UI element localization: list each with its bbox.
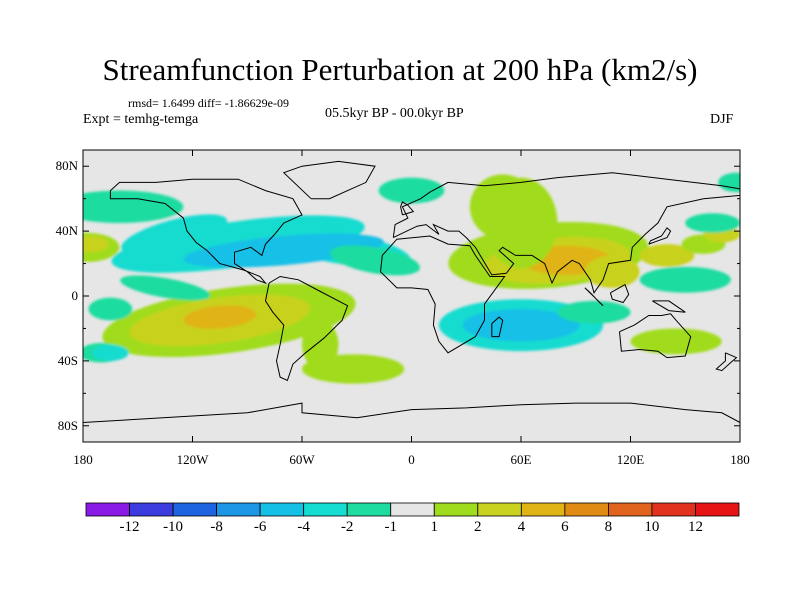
colorbar-label: -6 <box>253 519 267 535</box>
colorbar-swatch <box>695 502 740 517</box>
contour-region <box>92 344 129 361</box>
coastline <box>584 287 604 307</box>
contour-region <box>469 174 536 240</box>
contour-region <box>718 172 740 193</box>
colorbar-swatch <box>259 502 305 517</box>
contour-region <box>557 300 631 324</box>
colorbar-label: -10 <box>163 519 184 535</box>
colorbar-label: 8 <box>604 519 613 535</box>
coastline <box>392 172 740 294</box>
lat-label: 40N <box>55 223 78 239</box>
season-label: DJF <box>710 112 734 127</box>
contour-region <box>639 244 695 267</box>
colorbar-label: -4 <box>297 519 310 535</box>
colorbar-label: 2 <box>474 519 482 535</box>
colorbar-swatch <box>477 502 522 517</box>
colorbar-swatch <box>346 502 392 517</box>
lat-label: 40S <box>57 352 78 368</box>
colorbar-label: 6 <box>561 519 569 535</box>
contour-region <box>83 235 109 253</box>
lon-label: 120E <box>616 452 645 467</box>
contour-region <box>630 328 722 355</box>
rmsd-text: rmsd= 1.6499 diff= -1.86629e-09 <box>128 96 289 110</box>
coastline <box>400 201 415 216</box>
lon-label: 0 <box>408 452 415 467</box>
contour-region <box>183 233 384 268</box>
coastline <box>648 227 672 245</box>
colorbar-swatch <box>608 502 653 517</box>
lon-label: 180 <box>73 452 93 467</box>
contour-region <box>378 177 445 204</box>
coastline <box>109 178 303 285</box>
period-subtitle: 05.5kyr BP - 00.0kyr BP <box>325 106 464 121</box>
contour-region <box>121 214 228 255</box>
contour-region <box>639 266 731 293</box>
contour-region <box>83 190 184 223</box>
colorbar-label: 10 <box>644 519 660 535</box>
colorbar-label: 4 <box>517 519 526 535</box>
coastline <box>282 160 376 200</box>
contour-region <box>302 320 339 369</box>
contour-region <box>330 245 420 276</box>
colorbar-swatch <box>390 502 435 517</box>
contour-region <box>183 305 257 329</box>
experiment-label: Expt = temhg-temga <box>83 112 199 127</box>
lon-label: 180 <box>730 452 750 467</box>
colorbar-label: -1 <box>384 519 397 535</box>
coastline <box>380 235 506 354</box>
contour-region <box>584 255 640 288</box>
colorbar-label: -8 <box>210 519 223 535</box>
colorbar-swatch <box>564 502 609 517</box>
colorbar-label: -12 <box>119 519 140 535</box>
coastline <box>715 352 738 372</box>
coastline <box>83 402 740 423</box>
colorbar-swatch <box>129 502 174 517</box>
colorbar-label: 12 <box>687 519 703 535</box>
coastline <box>264 275 349 382</box>
colorbar-swatch <box>85 502 130 517</box>
colorbar-swatch <box>172 502 217 517</box>
coastline <box>609 283 630 304</box>
contour-region <box>685 213 740 233</box>
coastline <box>652 300 686 313</box>
coastline <box>619 313 692 359</box>
colorbar-swatch <box>216 502 261 517</box>
lon-label: 60W <box>289 452 315 467</box>
colorbar-swatch <box>303 502 348 517</box>
coastline <box>491 316 504 338</box>
colorbar-swatch <box>520 502 566 517</box>
lat-label: 80N <box>55 158 78 174</box>
colorbar-label: 1 <box>430 519 439 535</box>
lat-label: 0 <box>71 288 79 303</box>
colorbar-label: -2 <box>340 519 354 535</box>
contour-region <box>120 275 211 301</box>
colorbar-swatch <box>651 502 696 517</box>
lat-label: 80S <box>57 417 78 433</box>
colorbar-swatch <box>433 502 479 517</box>
lon-label: 120W <box>176 452 209 467</box>
lon-label: 60E <box>510 452 532 467</box>
map-title: Streamfunction Perturbation at 200 hPa (… <box>102 52 698 87</box>
contour-region <box>88 297 133 321</box>
